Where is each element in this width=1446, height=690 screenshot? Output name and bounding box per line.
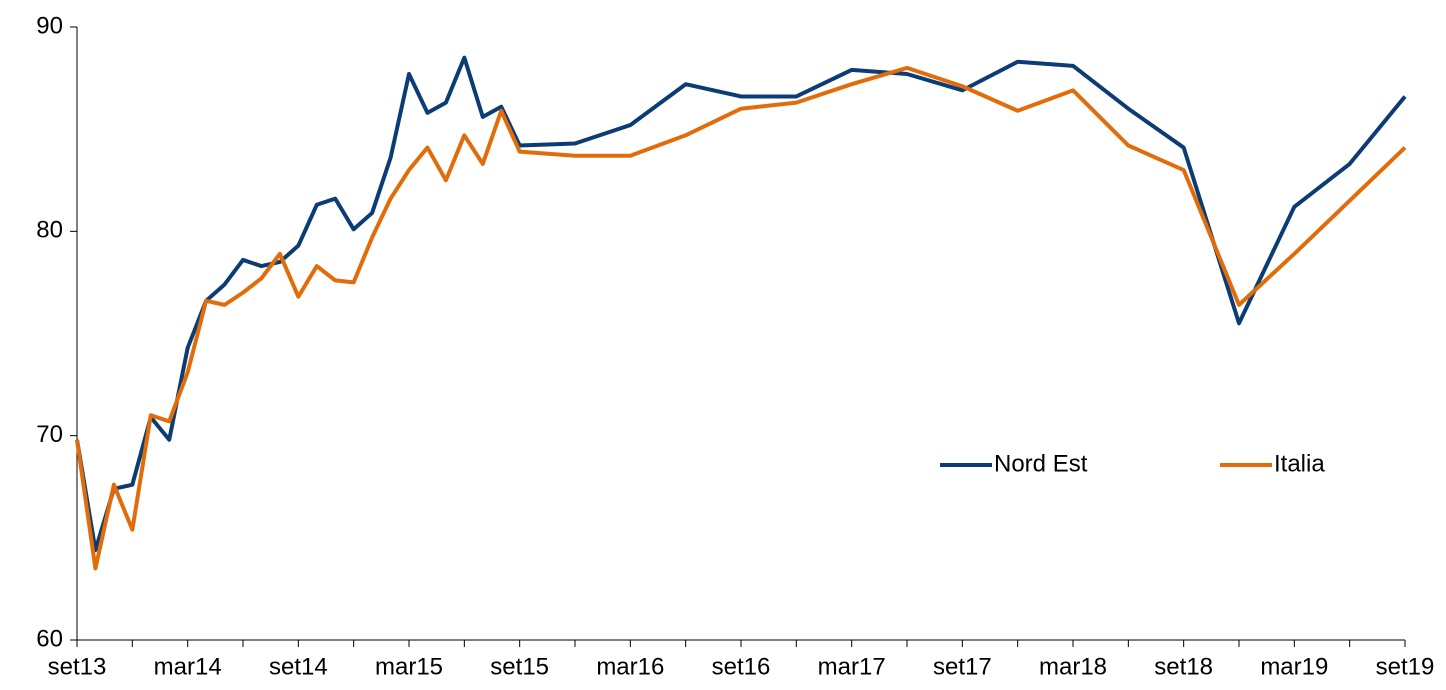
x-tick-label: mar18 bbox=[1039, 653, 1107, 680]
x-tick-label: set15 bbox=[490, 653, 549, 680]
x-tick-label: mar17 bbox=[818, 653, 886, 680]
x-tick-label: mar15 bbox=[375, 653, 443, 680]
x-tick-label: mar16 bbox=[596, 653, 664, 680]
y-tick-label: 80 bbox=[36, 217, 63, 244]
x-tick-label: mar14 bbox=[154, 653, 222, 680]
legend-label: Italia bbox=[1274, 450, 1325, 477]
x-tick-label: set13 bbox=[48, 653, 107, 680]
series-line bbox=[75, 65, 1407, 571]
legend-label: Nord Est bbox=[994, 450, 1088, 477]
x-tick-label: mar19 bbox=[1260, 653, 1328, 680]
x-tick-label: set18 bbox=[1154, 653, 1213, 680]
x-tick-label: set14 bbox=[269, 653, 328, 680]
x-tick-label: set19 bbox=[1376, 653, 1435, 680]
series-line bbox=[75, 55, 1407, 553]
y-tick-label: 90 bbox=[36, 12, 63, 39]
x-tick-label: set17 bbox=[933, 653, 992, 680]
y-tick-label: 60 bbox=[36, 625, 63, 652]
x-tick-label: set16 bbox=[712, 653, 771, 680]
y-tick-label: 70 bbox=[36, 421, 63, 448]
